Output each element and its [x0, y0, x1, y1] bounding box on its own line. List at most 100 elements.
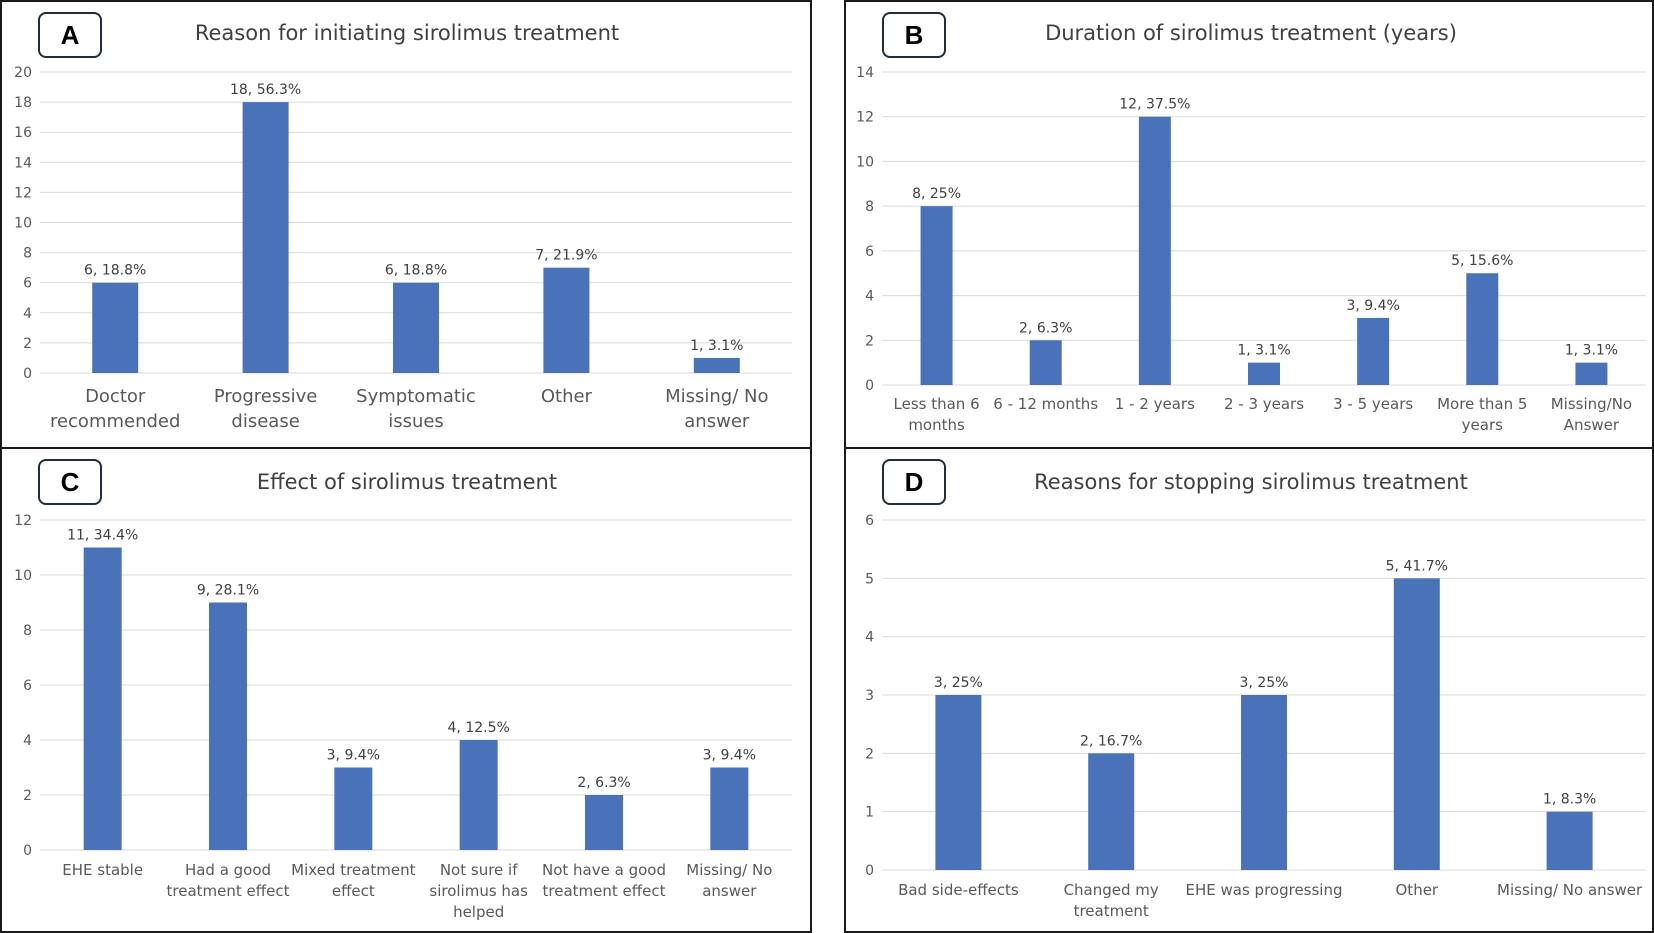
data-label: 9, 28.1%	[197, 583, 259, 599]
category-label-line: answer	[684, 411, 750, 432]
panel-letter: C	[60, 466, 80, 497]
data-label: 3, 25%	[1240, 675, 1289, 691]
category-label-line: Missing/ No	[665, 386, 768, 407]
data-label: 1, 3.1%	[690, 338, 743, 354]
y-tick-label: 8	[865, 199, 874, 215]
bar	[393, 282, 439, 373]
data-label: 3, 9.4%	[703, 748, 756, 764]
y-tick-label: 20	[14, 65, 32, 81]
data-label: 8, 25%	[912, 186, 961, 202]
category-label: Missing/No Answer	[1551, 395, 1632, 434]
category-label-line: Progressive	[214, 386, 318, 407]
panel-label-box: C	[38, 459, 102, 505]
y-tick-label: 0	[865, 378, 874, 394]
data-label: 1, 3.1%	[1237, 343, 1290, 359]
y-tick-label: 16	[14, 125, 32, 141]
panel-label-box: A	[38, 12, 102, 58]
bar	[1466, 273, 1499, 385]
category-label: 2 - 3 years	[1224, 395, 1304, 413]
y-tick-label: 3	[865, 688, 874, 704]
category-label-line: Missing/ No	[686, 861, 772, 879]
category-label-line: Answer	[1564, 416, 1620, 434]
chart-panel-d: D Reasons for stopping sirolimus treatme…	[844, 447, 1654, 933]
category-label: Had a good treatment effect	[167, 861, 290, 900]
bar-chart-d: Reasons for stopping sirolimus treatment…	[865, 470, 1646, 920]
category-label-line: answer	[702, 882, 757, 900]
category-label-line: Not sure if	[440, 861, 518, 879]
category-label-line: issues	[388, 411, 444, 432]
bar-chart-c: Effect of sirolimus treatment 0 2 4 6 8 10 12 11…	[14, 470, 792, 921]
category-label-line: helped	[453, 903, 504, 921]
category-label-line: EHE was progressing	[1186, 881, 1343, 899]
panel-letter: D	[904, 466, 924, 497]
category-label-line: Symptomatic	[356, 386, 476, 407]
data-label: 5, 41.7%	[1386, 558, 1448, 574]
category-label-line: recommended	[50, 411, 180, 432]
data-label: 2, 6.3%	[1019, 320, 1072, 336]
bar	[1241, 695, 1287, 870]
category-label-line: years	[1462, 416, 1503, 434]
category-label: Bad side-effects	[898, 881, 1019, 899]
panel-label-box: B	[882, 12, 946, 58]
category-label: Other	[541, 386, 593, 407]
category-label: Progressive disease	[214, 386, 318, 432]
data-label: 3, 9.4%	[1346, 298, 1399, 314]
y-tick-label: 14	[14, 155, 32, 171]
category-label-line: 2 - 3 years	[1224, 395, 1304, 413]
y-tick-label: 1	[865, 805, 874, 821]
bar	[92, 282, 139, 373]
category-label: 1 - 2 years	[1115, 395, 1195, 413]
chart-title: Effect of sirolimus treatment	[257, 470, 557, 494]
y-tick-label: 10	[856, 154, 874, 170]
category-label-line: treatment effect	[543, 882, 666, 900]
y-tick-label: 2	[865, 333, 874, 349]
y-tick-label: 4	[23, 306, 32, 322]
category-label-line: EHE stable	[62, 861, 143, 879]
data-label: 4, 12.5%	[448, 720, 510, 736]
bar	[1393, 578, 1440, 870]
category-label-line: More than 5	[1437, 395, 1527, 413]
y-tick-label: 12	[856, 110, 874, 126]
y-tick-label: 12	[14, 513, 32, 529]
y-tick-label: 5	[865, 571, 874, 587]
chart-title: Duration of sirolimus treatment (years)	[1045, 21, 1457, 45]
bar	[1029, 340, 1062, 385]
category-label: Mixed treatment effect	[291, 861, 415, 900]
panel-label-box: D	[882, 459, 946, 505]
data-label: 1, 8.3%	[1543, 792, 1596, 808]
data-label: 18, 56.3%	[230, 82, 301, 98]
bar	[334, 767, 373, 850]
category-label: EHE stable	[62, 861, 143, 879]
bar	[1248, 362, 1280, 385]
bar	[693, 357, 740, 373]
bar	[459, 740, 498, 850]
panel-letter: B	[904, 19, 924, 50]
data-label: 1, 3.1%	[1565, 343, 1618, 359]
y-tick-label: 2	[23, 336, 32, 352]
y-tick-label: 0	[865, 863, 874, 879]
chart-panel-b: B Duration of sirolimus treatment (years…	[844, 0, 1654, 449]
category-label-line: months	[908, 416, 965, 434]
y-tick-label: 6	[865, 244, 874, 260]
category-label: Missing/ No answer	[665, 386, 768, 432]
y-tick-label: 4	[865, 630, 874, 646]
category-label-line: Changed my	[1064, 881, 1159, 899]
category-label-line: Had a good	[185, 861, 271, 879]
category-label-line: Less than 6	[894, 395, 980, 413]
category-label-line: Missing/No	[1551, 395, 1632, 413]
bar	[935, 695, 982, 870]
category-label-line: Doctor	[85, 386, 146, 407]
category-label: Not sure if sirolimus has helped	[429, 861, 528, 921]
data-label: 2, 16.7%	[1080, 733, 1142, 749]
category-label: Missing/ No answer	[1497, 881, 1643, 899]
bar-chart-b: Duration of sirolimus treatment (years) 0…	[856, 21, 1646, 434]
y-tick-label: 6	[23, 678, 32, 694]
category-label-line: 3 - 5 years	[1333, 395, 1413, 413]
category-label-line: Not have a good	[542, 861, 666, 879]
y-tick-label: 10	[14, 568, 32, 584]
category-label: Not have a good treatment effect	[542, 861, 666, 900]
category-label-line: treatment effect	[167, 882, 290, 900]
data-label: 6, 18.8%	[385, 263, 447, 279]
y-tick-label: 10	[14, 216, 32, 232]
category-label: EHE was progressing	[1186, 881, 1343, 899]
